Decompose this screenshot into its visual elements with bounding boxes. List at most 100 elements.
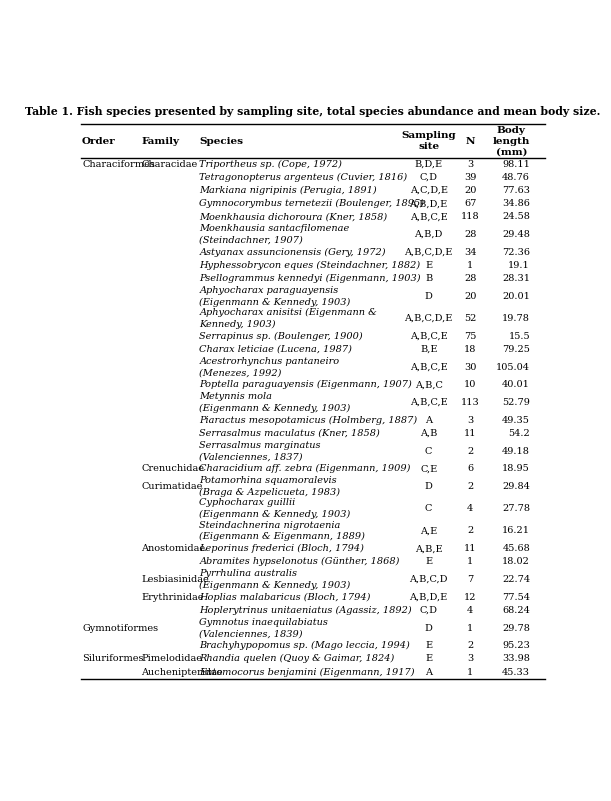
- Text: A,B,D: A,B,D: [414, 230, 443, 239]
- Text: Lesbiasinidae: Lesbiasinidae: [141, 575, 209, 584]
- Text: A,B,C,D,E: A,B,C,D,E: [404, 314, 453, 323]
- Text: 113: 113: [461, 398, 480, 407]
- Text: Species: Species: [199, 137, 244, 146]
- Text: 7: 7: [467, 575, 474, 584]
- Text: B,D,E: B,D,E: [415, 160, 443, 169]
- Text: D: D: [425, 292, 433, 301]
- Text: A,B,D,E: A,B,D,E: [409, 593, 448, 602]
- Text: 19.78: 19.78: [502, 314, 530, 323]
- Text: A,B,E: A,B,E: [415, 544, 442, 553]
- Text: 95.23: 95.23: [502, 642, 530, 650]
- Text: A: A: [425, 667, 432, 677]
- Text: 27.78: 27.78: [502, 504, 530, 513]
- Text: Abramites hypselonotus (Günther, 1868): Abramites hypselonotus (Günther, 1868): [199, 557, 400, 566]
- Text: 49.18: 49.18: [502, 446, 530, 456]
- Text: 18.02: 18.02: [502, 557, 530, 566]
- Text: 28.31: 28.31: [502, 274, 530, 283]
- Text: Serrasalmus marginatus
(Valenciennes, 1837): Serrasalmus marginatus (Valenciennes, 18…: [199, 441, 321, 461]
- Text: 77.54: 77.54: [502, 593, 530, 602]
- Text: Siluriformes: Siluriformes: [82, 654, 144, 663]
- Text: Rhandia quelen (Quoy & Gaimar, 1824): Rhandia quelen (Quoy & Gaimar, 1824): [199, 654, 395, 663]
- Text: 29.78: 29.78: [502, 623, 530, 633]
- Text: 39: 39: [464, 173, 477, 182]
- Text: 45.68: 45.68: [502, 544, 530, 553]
- Text: 24.58: 24.58: [502, 212, 530, 221]
- Text: 11: 11: [464, 429, 477, 438]
- Text: A: A: [425, 416, 432, 425]
- Text: Poptella paraguayensis (Eigenmann, 1907): Poptella paraguayensis (Eigenmann, 1907): [199, 380, 412, 389]
- Text: 75: 75: [464, 332, 477, 340]
- Text: Hoplerytrinus unitaeniatus (Agassiz, 1892): Hoplerytrinus unitaeniatus (Agassiz, 189…: [199, 606, 412, 615]
- Text: Serrasalmus maculatus (Kner, 1858): Serrasalmus maculatus (Kner, 1858): [199, 429, 380, 438]
- Text: C,E: C,E: [420, 465, 437, 473]
- Text: 2: 2: [467, 482, 474, 491]
- Text: Anostomidae: Anostomidae: [141, 544, 205, 553]
- Text: 34: 34: [464, 248, 477, 257]
- Text: E: E: [425, 261, 432, 270]
- Text: Hyphessobrycon eques (Steindachner, 1882): Hyphessobrycon eques (Steindachner, 1882…: [199, 261, 420, 270]
- Text: Pyrrhulina australis
(Eigenmann & Kennedy, 1903): Pyrrhulina australis (Eigenmann & Kenned…: [199, 570, 351, 590]
- Text: N: N: [466, 137, 475, 146]
- Text: Gymnotus inaequilabiatus
(Valenciennes, 1839): Gymnotus inaequilabiatus (Valenciennes, …: [199, 618, 328, 638]
- Text: 68.24: 68.24: [502, 606, 530, 615]
- Text: Characiformes: Characiformes: [82, 160, 155, 169]
- Text: Aphyocharax anisitsi (Eigenmann &
Kennedy, 1903): Aphyocharax anisitsi (Eigenmann & Kenned…: [199, 308, 377, 329]
- Text: A,B,C,E: A,B,C,E: [410, 363, 447, 372]
- Text: A,B,C: A,B,C: [415, 380, 442, 389]
- Text: Astyanax assuncionensis (Gery, 1972): Astyanax assuncionensis (Gery, 1972): [199, 248, 386, 257]
- Text: 54.2: 54.2: [508, 429, 530, 438]
- Text: Serrapinus sp. (Boulenger, 1900): Serrapinus sp. (Boulenger, 1900): [199, 332, 363, 340]
- Text: Brachyhypopomus sp. (Mago leccia, 1994): Brachyhypopomus sp. (Mago leccia, 1994): [199, 641, 410, 650]
- Text: Table 1. Fish species presented by sampling site, total species abundance and me: Table 1. Fish species presented by sampl…: [26, 106, 601, 117]
- Text: 20: 20: [464, 186, 477, 195]
- Text: 2: 2: [467, 446, 474, 456]
- Text: Moenkhausia santacfilomenae
(Steindachner, 1907): Moenkhausia santacfilomenae (Steindachne…: [199, 224, 349, 245]
- Text: 10: 10: [464, 380, 477, 389]
- Text: 52: 52: [464, 314, 477, 323]
- Text: Characidium aff. zebra (Eigenmann, 1909): Characidium aff. zebra (Eigenmann, 1909): [199, 464, 411, 473]
- Text: 20: 20: [464, 292, 477, 301]
- Text: E: E: [425, 654, 432, 663]
- Text: A,B,D,E: A,B,D,E: [409, 199, 448, 208]
- Text: A,C,D,E: A,C,D,E: [410, 186, 448, 195]
- Text: 1: 1: [467, 261, 474, 270]
- Text: Acestrorhynchus pantaneiro
(Menezes, 1992): Acestrorhynchus pantaneiro (Menezes, 199…: [199, 357, 340, 377]
- Text: C,D: C,D: [420, 173, 437, 182]
- Text: 1: 1: [467, 623, 474, 633]
- Text: 105.04: 105.04: [496, 363, 530, 372]
- Text: Steindachnerina nigrotaenia
(Eigenmann & Eigenmann, 1889): Steindachnerina nigrotaenia (Eigenmann &…: [199, 521, 365, 541]
- Text: 19.1: 19.1: [508, 261, 530, 270]
- Text: 67: 67: [464, 199, 477, 208]
- Text: Order: Order: [82, 137, 116, 146]
- Text: 4: 4: [467, 606, 474, 615]
- Text: 16.21: 16.21: [502, 526, 530, 536]
- Text: Erythrinidae: Erythrinidae: [141, 593, 203, 602]
- Text: Leporinus frederici (Bloch, 1794): Leporinus frederici (Bloch, 1794): [199, 544, 364, 553]
- Text: 4: 4: [467, 504, 474, 513]
- Text: Cyphocharax guillii
(Eigenmann & Kennedy, 1903): Cyphocharax guillii (Eigenmann & Kennedy…: [199, 498, 351, 519]
- Text: 33.98: 33.98: [502, 654, 530, 663]
- Text: 77.63: 77.63: [502, 186, 530, 195]
- Text: B: B: [425, 274, 433, 283]
- Text: 118: 118: [461, 212, 480, 221]
- Text: 40.01: 40.01: [502, 380, 530, 389]
- Text: Body
length
(mm): Body length (mm): [492, 127, 530, 156]
- Text: 45.33: 45.33: [502, 667, 530, 677]
- Text: 1: 1: [467, 667, 474, 677]
- Text: Entomocorus benjamini (Eigenmann, 1917): Entomocorus benjamini (Eigenmann, 1917): [199, 667, 415, 677]
- Text: Gymnotiformes: Gymnotiformes: [82, 623, 158, 633]
- Text: A,B,C,E: A,B,C,E: [410, 332, 447, 340]
- Text: Psellogrammus kennedyi (Eigenmann, 1903): Psellogrammus kennedyi (Eigenmann, 1903): [199, 274, 421, 284]
- Text: D: D: [425, 482, 433, 491]
- Text: E: E: [425, 642, 432, 650]
- Text: 1: 1: [467, 557, 474, 566]
- Text: Family: Family: [141, 137, 179, 146]
- Text: A,B,C,D,E: A,B,C,D,E: [404, 248, 453, 257]
- Text: 11: 11: [464, 544, 477, 553]
- Text: A,B,C,D: A,B,C,D: [409, 575, 448, 584]
- Text: B,E: B,E: [420, 345, 437, 354]
- Text: Aphyocharax paraguayensis
(Eigenmann & Kennedy, 1903): Aphyocharax paraguayensis (Eigenmann & K…: [199, 286, 351, 307]
- Text: Sampling
site: Sampling site: [401, 131, 456, 151]
- Text: A,B: A,B: [420, 429, 437, 438]
- Text: 18.95: 18.95: [502, 465, 530, 473]
